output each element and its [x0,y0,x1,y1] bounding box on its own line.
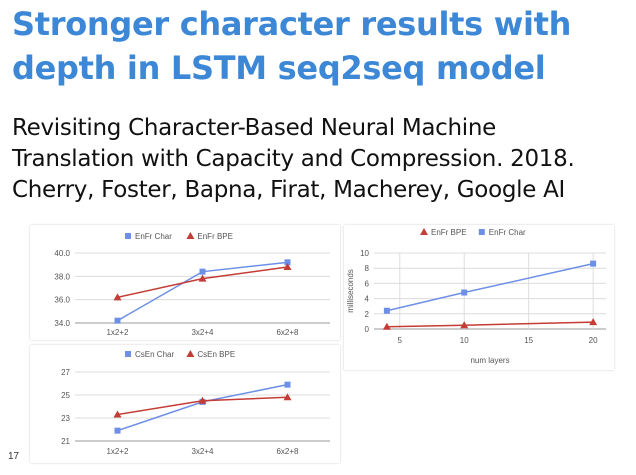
data-point [383,307,390,314]
data-point [113,293,122,301]
chart-csen-svg: 21 23 25 27 1x2+2 3x2+4 6x2+8 CsEn Char CsEn BPE [61,350,330,456]
legend-marker [478,229,485,235]
y-tick-label: 25 [61,391,70,400]
data-point [461,289,468,296]
data-point [199,268,206,275]
paper-citation: Revisiting Character-Based Neural Machin… [12,113,632,206]
x-tick-label: 6x2+8 [276,447,299,456]
x-tick-label: 15 [524,336,533,345]
data-point [590,260,597,267]
chart-enfr-svg: 34.0 36.0 38.0 40.0 1x2+2 3x2+4 6x2+8 EnFr Char… [54,232,330,337]
y-tick-label: 40.0 [54,249,70,258]
y-tick-label: 27 [61,368,70,377]
legend-label: CsEn Char [135,350,174,359]
y-tick-label: 23 [61,414,70,423]
legend-label: EnFr Char [135,232,172,241]
data-point [283,263,292,270]
x-tick-label: 1x2+2 [106,328,129,337]
x-tick-label: 20 [589,336,598,345]
legend-marker [125,233,131,239]
series-line [386,321,594,328]
legend-marker [186,350,195,357]
data-point [382,322,391,330]
y-tick-label: 6 [365,279,370,288]
chart-time-svg: 0 2 4 6 8 10 5 10 15 20 num layers milliseconds EnFr… [346,228,606,365]
x-tick-label: 5 [398,336,403,345]
legend-marker [125,351,131,357]
legend-label: EnFr Char [489,228,526,237]
citation-line-2: Translation with Capacity and Compressio… [12,146,575,172]
legend-label: CsEn BPE [197,350,235,359]
title-line-2: depth in LSTM seq2seq model [12,49,546,87]
chart-enfr-bleu: 34.0 36.0 38.0 40.0 1x2+2 3x2+4 6x2+8 EnFr Char… [30,225,340,340]
x-tick-label: 6x2+8 [276,328,299,337]
data-point [460,321,469,329]
y-tick-label: 34.0 [54,319,70,328]
y-tick-label: 8 [365,264,370,273]
y-tick-label: 2 [365,310,370,319]
slide-number: 17 [8,451,20,462]
chart-decoding-time: 0 2 4 6 8 10 5 10 15 20 num layers milliseconds EnFr… [344,225,614,370]
data-point [114,427,121,434]
y-axis-title: milliseconds [346,269,355,313]
series-line [386,262,594,312]
slide-title: Stronger character results with depth in… [12,2,632,90]
citation-line-1: Revisiting Character-Based Neural Machin… [12,115,497,141]
data-point [198,396,207,404]
legend-marker [420,228,428,235]
y-tick-label: 10 [360,249,369,258]
x-axis-title: num layers [470,356,509,365]
x-tick-label: 3x2+4 [191,328,214,337]
title-line-1: Stronger character results with [12,5,572,43]
data-point [198,274,207,282]
legend-marker [186,232,195,239]
x-tick-label: 1x2+2 [106,447,129,456]
x-tick-label: 3x2+4 [191,447,214,456]
data-point [284,259,291,266]
data-point [113,410,122,418]
y-tick-label: 38.0 [54,272,70,281]
x-tick-label: 10 [460,336,469,345]
chart-csen-bleu: 21 23 25 27 1x2+2 3x2+4 6x2+8 CsEn Char CsEn BPE [30,345,340,463]
y-tick-label: 0 [365,325,370,334]
legend-label: EnFr BPE [431,228,467,237]
y-tick-label: 36.0 [54,296,70,305]
citation-line-3: Cherry, Foster, Bapna, Firat, Macherey, … [12,177,566,203]
data-point [283,393,292,401]
data-point [589,318,598,326]
legend-label: EnFr BPE [197,232,233,241]
y-tick-label: 21 [61,437,70,446]
data-point [114,317,121,324]
data-point [284,381,291,388]
y-tick-label: 4 [365,295,370,304]
series-line [117,383,288,432]
